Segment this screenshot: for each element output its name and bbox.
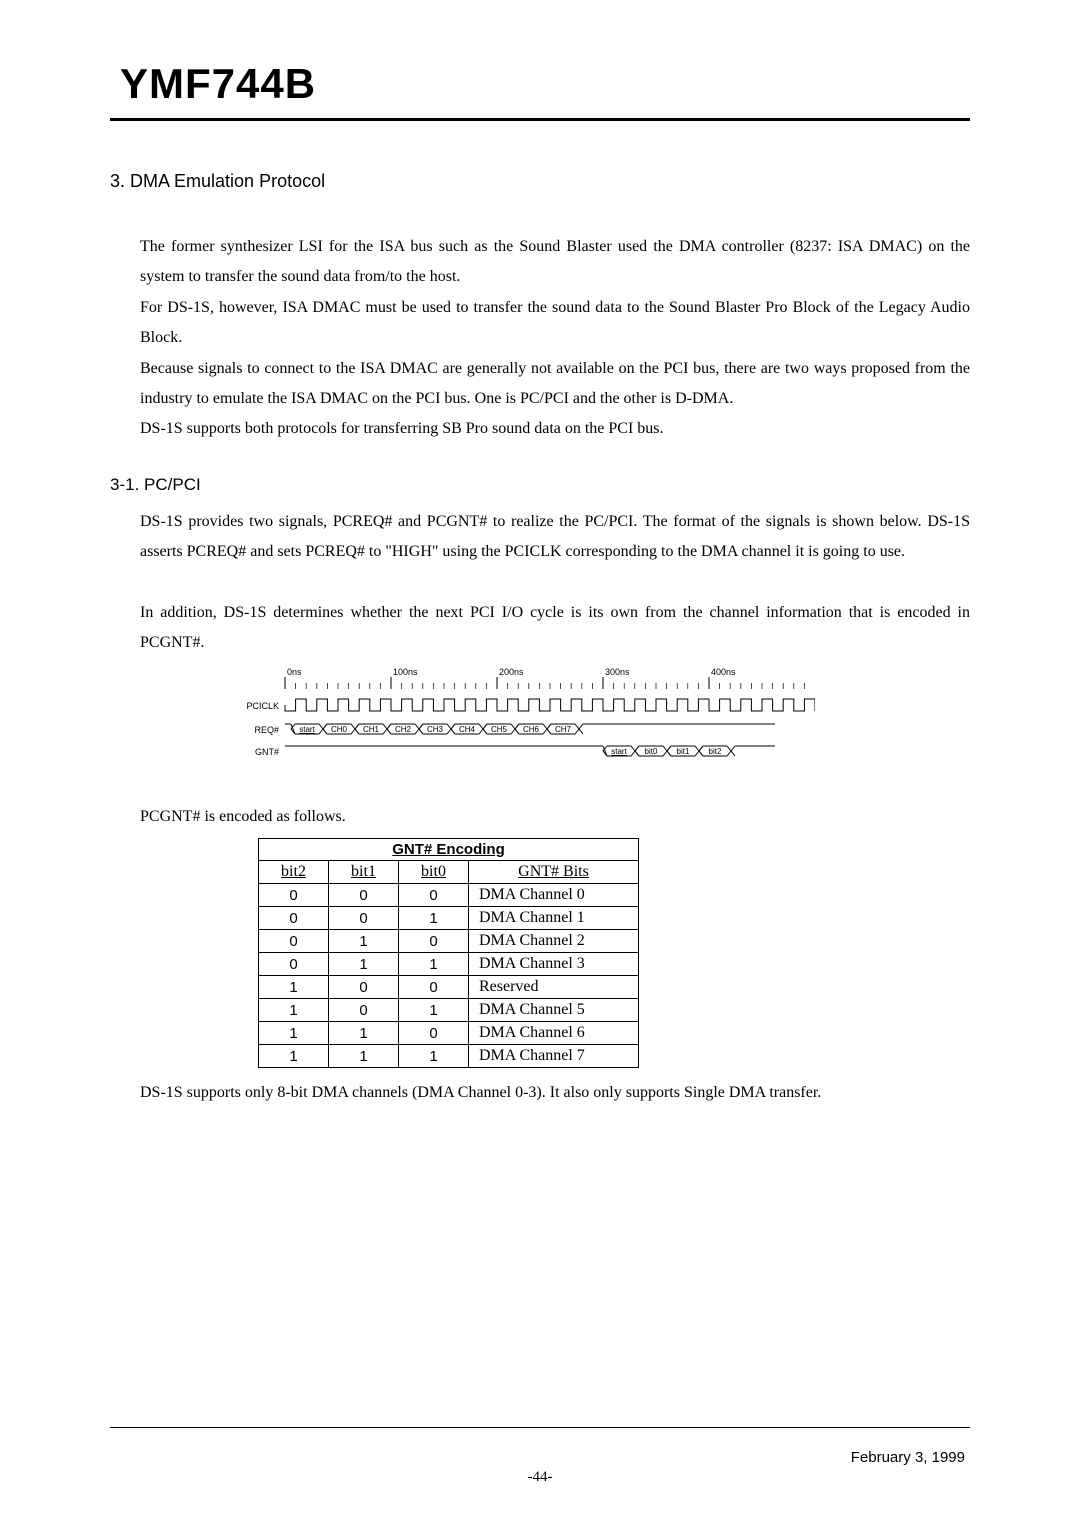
table-row: 111DMA Channel 7 xyxy=(259,1045,639,1068)
section-title: 3. DMA Emulation Protocol xyxy=(110,171,970,192)
table-row: 010DMA Channel 2 xyxy=(259,930,639,953)
table-cell: 0 xyxy=(329,907,399,930)
col-bit0: bit0 xyxy=(399,861,469,884)
table-title: GNT# Encoding xyxy=(259,839,639,861)
table-cell: Reserved xyxy=(469,976,639,999)
table-cell: 0 xyxy=(259,907,329,930)
svg-text:200ns: 200ns xyxy=(499,667,524,677)
svg-text:start: start xyxy=(611,747,627,756)
svg-text:400ns: 400ns xyxy=(711,667,736,677)
svg-text:CH7: CH7 xyxy=(555,725,572,734)
svg-text:CH3: CH3 xyxy=(427,725,444,734)
table-cell: 1 xyxy=(399,999,469,1022)
svg-text:bit0: bit0 xyxy=(645,747,658,756)
title-rule xyxy=(110,118,970,121)
table-header-row: bit2 bit1 bit0 GNT# Bits xyxy=(259,861,639,884)
table-cell: DMA Channel 1 xyxy=(469,907,639,930)
chip-title: YMF744B xyxy=(120,60,970,108)
para: The former synthesizer LSI for the ISA b… xyxy=(140,232,970,293)
svg-text:300ns: 300ns xyxy=(605,667,630,677)
table-cell: 1 xyxy=(329,1022,399,1045)
table-title-row: GNT# Encoding xyxy=(259,839,639,861)
table-row: 110DMA Channel 6 xyxy=(259,1022,639,1045)
encoding-table: GNT# Encoding bit2 bit1 bit0 GNT# Bits 0… xyxy=(258,838,639,1068)
table-cell: 1 xyxy=(329,953,399,976)
section-body: The former synthesizer LSI for the ISA b… xyxy=(140,232,970,445)
svg-text:0ns: 0ns xyxy=(287,667,302,677)
table-cell: 0 xyxy=(399,976,469,999)
footer-date: February 3, 1999 xyxy=(851,1449,965,1466)
svg-text:PCICLK: PCICLK xyxy=(246,701,279,711)
table-cell: 1 xyxy=(259,976,329,999)
table-cell: DMA Channel 0 xyxy=(469,884,639,907)
table-cell: 1 xyxy=(399,1045,469,1068)
para: DS-1S supports both protocols for transf… xyxy=(140,414,970,444)
para: Because signals to connect to the ISA DM… xyxy=(140,354,970,415)
enc-intro-text: PCGNT# is encoded as follows. xyxy=(140,808,346,825)
svg-text:REQ#: REQ# xyxy=(254,725,279,735)
table-cell: DMA Channel 7 xyxy=(469,1045,639,1068)
table-cell: 0 xyxy=(259,884,329,907)
svg-text:CH1: CH1 xyxy=(363,725,380,734)
svg-text:CH5: CH5 xyxy=(491,725,508,734)
footer-note: DS-1S supports only 8-bit DMA channels (… xyxy=(140,1078,970,1108)
timing-svg: 0ns 100ns 200ns 300ns 400ns PCICLK REQ# GNT# sta… xyxy=(245,663,815,773)
svg-text:100ns: 100ns xyxy=(393,667,418,677)
table-row: 101DMA Channel 5 xyxy=(259,999,639,1022)
table-cell: 1 xyxy=(259,1045,329,1068)
svg-text:GNT#: GNT# xyxy=(255,747,279,757)
timing-diagram: 0ns 100ns 200ns 300ns 400ns PCICLK REQ# GNT# sta… xyxy=(245,663,970,778)
table-cell: 1 xyxy=(329,930,399,953)
table-cell: 0 xyxy=(329,999,399,1022)
table-cell: 0 xyxy=(329,976,399,999)
para: DS-1S provides two signals, PCREQ# and P… xyxy=(140,507,970,568)
para: For DS-1S, however, ISA DMAC must be use… xyxy=(140,293,970,354)
table-cell: 0 xyxy=(259,953,329,976)
table-row: 001DMA Channel 1 xyxy=(259,907,639,930)
table-cell: 0 xyxy=(399,884,469,907)
col-gntbits: GNT# Bits xyxy=(469,861,639,884)
table-cell: DMA Channel 5 xyxy=(469,999,639,1022)
svg-text:CH6: CH6 xyxy=(523,725,540,734)
svg-text:CH2: CH2 xyxy=(395,725,412,734)
table-cell: 0 xyxy=(329,884,399,907)
bottom-rule xyxy=(110,1427,970,1428)
table-cell: 0 xyxy=(399,1022,469,1045)
subsection-title: 3-1. PC/PCI xyxy=(110,475,970,495)
table-cell: DMA Channel 2 xyxy=(469,930,639,953)
encoding-intro: PCGNT# is encoded as follows. xyxy=(140,802,970,832)
svg-text:bit2: bit2 xyxy=(709,747,722,756)
table-cell: DMA Channel 3 xyxy=(469,953,639,976)
subsection-body: DS-1S provides two signals, PCREQ# and P… xyxy=(140,507,970,659)
col-bit1: bit1 xyxy=(329,861,399,884)
table-row: 000DMA Channel 0 xyxy=(259,884,639,907)
svg-text:CH0: CH0 xyxy=(331,725,348,734)
footer-note-text: DS-1S supports only 8-bit DMA channels (… xyxy=(140,1084,821,1101)
table-cell: 0 xyxy=(399,930,469,953)
table-cell: 1 xyxy=(259,1022,329,1045)
svg-text:start: start xyxy=(299,725,315,734)
table-row: 100Reserved xyxy=(259,976,639,999)
footer-page: -44- xyxy=(0,1469,1080,1486)
table-cell: 1 xyxy=(259,999,329,1022)
svg-text:bit1: bit1 xyxy=(677,747,690,756)
svg-text:CH4: CH4 xyxy=(459,725,476,734)
table-cell: 1 xyxy=(399,907,469,930)
table-cell: DMA Channel 6 xyxy=(469,1022,639,1045)
table-cell: 0 xyxy=(259,930,329,953)
col-bit2: bit2 xyxy=(259,861,329,884)
table-cell: 1 xyxy=(329,1045,399,1068)
para: In addition, DS-1S determines whether th… xyxy=(140,598,970,659)
table-cell: 1 xyxy=(399,953,469,976)
table-row: 011DMA Channel 3 xyxy=(259,953,639,976)
